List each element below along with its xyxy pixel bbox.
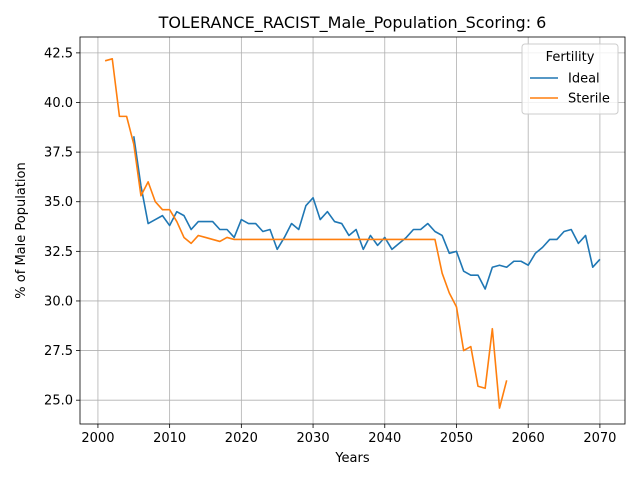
- series-line-ideal: [132, 136, 601, 290]
- y-tick-label: 40.0: [44, 96, 73, 111]
- legend-label-sterile: Sterile: [568, 92, 610, 107]
- y-axis: 25.0 27.5 30.0 32.5 35.0 37.5 40.0 42.5: [44, 46, 80, 409]
- y-tick-label: 37.5: [44, 146, 73, 161]
- x-tick-label: 2020: [225, 431, 258, 446]
- x-tick-label: 2040: [368, 431, 401, 446]
- x-axis-label: Years: [334, 451, 370, 466]
- legend-label-ideal: Ideal: [568, 72, 600, 87]
- y-tick-label: 25.0: [44, 394, 73, 409]
- y-tick-label: 30.0: [44, 294, 73, 309]
- plot-frame: [79, 36, 626, 425]
- x-tick-label: 2010: [153, 431, 186, 446]
- legend-entries: Ideal Sterile: [530, 72, 610, 107]
- y-axis-label: % of Male Population: [14, 162, 29, 298]
- y-tick-label: 35.0: [44, 195, 73, 210]
- y-tick-label: 42.5: [44, 46, 73, 61]
- x-tick-label: 2030: [297, 431, 330, 446]
- x-tick-label: 2050: [440, 431, 473, 446]
- x-tick-label: 2060: [512, 431, 545, 446]
- legend: Fertility Ideal Sterile: [521, 43, 619, 115]
- y-tick-label: 27.5: [44, 344, 73, 359]
- x-tick-label: 2000: [81, 431, 114, 446]
- legend-box: [521, 43, 619, 115]
- y-tick-label: 32.5: [44, 245, 73, 260]
- x-tick-label: 2070: [583, 431, 616, 446]
- legend-title: Fertility: [546, 50, 595, 65]
- chart-title: TOLERANCE_RACIST_Male_Population_Scoring…: [158, 13, 547, 33]
- series-line-sterile: [104, 58, 508, 409]
- x-axis: 2000 2010 2020 2030 2040 2050 2060 2070: [81, 424, 616, 446]
- series-layer: [104, 58, 601, 409]
